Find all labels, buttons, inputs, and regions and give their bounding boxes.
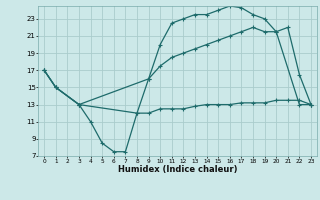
X-axis label: Humidex (Indice chaleur): Humidex (Indice chaleur) — [118, 165, 237, 174]
